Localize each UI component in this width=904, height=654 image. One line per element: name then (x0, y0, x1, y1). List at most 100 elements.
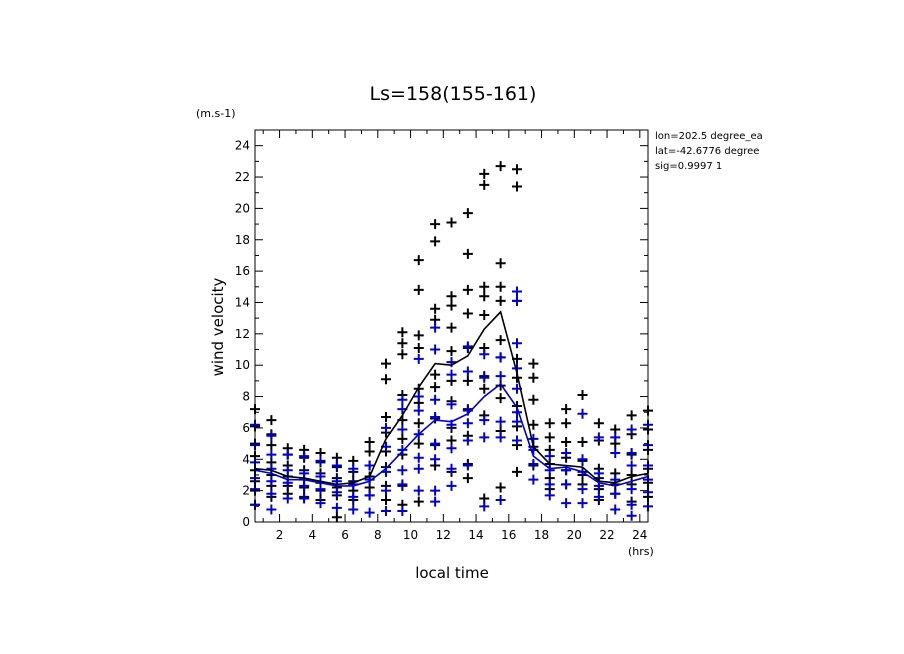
y-tick-label-2: 4 (242, 452, 250, 466)
plus-marker (446, 291, 457, 302)
plus-marker (577, 408, 588, 419)
plus-marker (397, 349, 408, 360)
plus-marker (364, 446, 375, 457)
plus-marker (479, 383, 490, 394)
plus-marker (577, 484, 588, 495)
plus-marker (626, 469, 637, 480)
plus-marker (561, 404, 572, 415)
plus-marker (528, 372, 539, 383)
plus-marker (397, 433, 408, 444)
x-tick-label-8: 18 (534, 528, 549, 542)
plus-marker (495, 161, 506, 172)
plus-marker (397, 327, 408, 338)
y-tick-label-9: 18 (235, 233, 250, 247)
plus-marker (577, 454, 588, 465)
plus-marker (413, 463, 424, 474)
plus-marker (561, 418, 572, 429)
plus-marker (593, 491, 604, 502)
plus-marker (462, 341, 473, 352)
plus-marker (626, 499, 637, 510)
plus-marker (544, 432, 555, 443)
plus-marker (282, 449, 293, 460)
plus-marker (462, 208, 473, 219)
y-tick-label-12: 24 (235, 139, 250, 153)
chart-title: Ls=158(155-161) (370, 83, 537, 105)
plus-marker (348, 504, 359, 515)
plus-marker (528, 358, 539, 369)
plus-marker (446, 322, 457, 333)
plus-marker (512, 286, 522, 297)
plus-marker (577, 498, 588, 509)
plus-marker (413, 485, 424, 496)
plus-marker (413, 452, 424, 463)
series-0-mean-line (254, 310, 649, 486)
plus-marker (544, 451, 555, 462)
plus-marker (413, 418, 424, 429)
plus-marker (593, 468, 604, 479)
plus-marker (479, 179, 490, 190)
plus-marker (495, 482, 506, 493)
plus-marker (610, 448, 621, 459)
x-axis-label: local time (415, 564, 489, 582)
x-tick-label-3: 8 (374, 528, 382, 542)
plus-marker (282, 493, 293, 504)
plus-marker (381, 374, 391, 385)
plus-marker (446, 346, 457, 357)
plus-marker (479, 432, 490, 443)
plus-marker (331, 487, 342, 498)
plus-marker (446, 300, 457, 311)
plus-marker (397, 465, 408, 476)
plus-marker (479, 501, 490, 512)
plus-marker (348, 463, 359, 474)
plus-marker (512, 164, 522, 175)
plus-marker (479, 291, 490, 302)
plus-marker (413, 342, 424, 353)
plus-marker (299, 468, 310, 479)
plot-frame (254, 129, 649, 523)
plus-marker (462, 460, 473, 471)
y-unit-label: (m.s-1) (196, 107, 236, 120)
plus-marker (430, 303, 441, 314)
plus-marker (544, 418, 555, 429)
plus-marker (348, 491, 359, 502)
plus-marker (479, 168, 490, 179)
x-tick-label-10: 22 (599, 528, 614, 542)
x-tick-label-0: 2 (276, 528, 284, 542)
plus-marker (495, 432, 506, 443)
plus-marker (299, 480, 310, 491)
plus-marker (315, 455, 326, 466)
plus-marker (430, 369, 441, 380)
plus-marker (430, 496, 441, 507)
plus-marker (610, 432, 621, 443)
plus-marker (381, 506, 391, 517)
y-tick-label-8: 16 (235, 264, 250, 278)
plus-marker (331, 460, 342, 471)
plus-marker (331, 512, 342, 523)
y-tick-label-3: 6 (242, 421, 250, 435)
annotation-lon: lon=202.5 degree_ea (655, 131, 763, 142)
plus-marker (430, 438, 441, 449)
plus-marker (528, 474, 539, 485)
plus-marker (462, 366, 473, 377)
y-tick-label-7: 14 (235, 295, 250, 309)
plus-marker (593, 418, 604, 429)
plus-marker (495, 295, 506, 306)
plus-marker (266, 504, 277, 515)
plus-marker (266, 440, 277, 451)
y-tick-label-6: 12 (235, 327, 250, 341)
plus-marker (397, 394, 408, 405)
plus-marker (446, 463, 457, 474)
plus-marker (462, 248, 473, 259)
plus-marker (561, 498, 572, 509)
plus-marker (495, 416, 506, 427)
plus-marker (381, 495, 391, 506)
plus-marker (413, 353, 424, 364)
plus-marker (381, 358, 391, 369)
x-tick-label-7: 16 (501, 528, 516, 542)
plus-marker (544, 465, 555, 476)
plus-marker (430, 344, 441, 355)
plus-marker (331, 502, 342, 513)
plus-marker (495, 495, 506, 506)
plus-marker (495, 393, 506, 404)
